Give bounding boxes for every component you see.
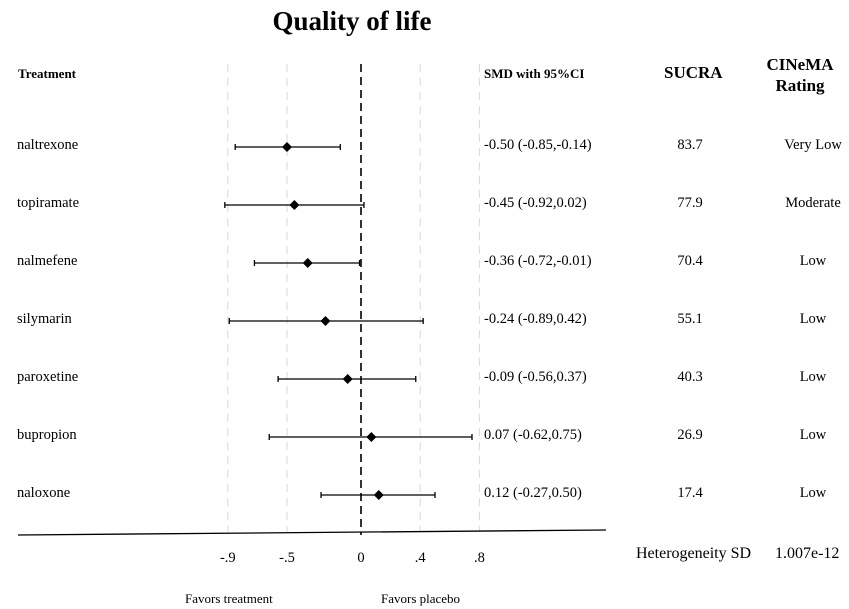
smd-value: 0.07 (-0.62,0.75) [484, 427, 582, 443]
sucra-value: 83.7 [677, 137, 703, 153]
smd-value: -0.50 (-0.85,-0.14) [484, 137, 592, 153]
x-tick-label: .4 [414, 550, 426, 566]
heterogeneity-value: 1.007e-12 [775, 545, 840, 562]
x-tick-label: .8 [473, 550, 485, 566]
cinema-rating: Low [799, 485, 827, 501]
chart-title: Quality of life [272, 6, 432, 36]
ci-row [277, 374, 417, 384]
treatment-name: silymarin [17, 311, 72, 327]
favors-placebo-label: Favors placebo [381, 591, 461, 606]
point-estimate-diamond [373, 490, 384, 500]
x-tick-label: -.5 [279, 550, 295, 566]
x-tick-label: 0 [357, 550, 365, 566]
sucra-value: 55.1 [677, 311, 703, 327]
smd-value: -0.24 (-0.89,0.42) [484, 311, 587, 327]
treatment-name: bupropion [17, 427, 77, 443]
point-estimate-diamond [302, 258, 313, 268]
point-estimate-diamond [366, 432, 377, 442]
treatment-name: topiramate [17, 195, 80, 211]
header-smd: SMD with 95%CI [484, 66, 585, 81]
heterogeneity-label: Heterogeneity SD [636, 545, 752, 562]
smd-value: -0.09 (-0.56,0.37) [484, 369, 587, 385]
ci-row [234, 142, 341, 152]
treatment-name: naltrexone [17, 137, 79, 153]
x-tick-label: -.9 [219, 550, 236, 566]
point-estimate-diamond [320, 316, 331, 326]
ci-row [253, 258, 361, 268]
axis-line [17, 529, 607, 536]
cinema-rating: Low [799, 311, 827, 327]
cinema-rating: Low [799, 427, 827, 443]
smd-value: 0.12 (-0.27,0.50) [484, 485, 582, 501]
cinema-rating: Low [799, 253, 827, 269]
ci-row [224, 200, 365, 210]
treatment-name: nalmefene [17, 253, 78, 269]
ci-row [228, 316, 424, 326]
treatment-name: naloxone [17, 485, 71, 501]
ci-row [320, 490, 436, 500]
gridlines [227, 64, 480, 532]
ci-row [268, 432, 473, 442]
treatment-name: paroxetine [17, 369, 79, 385]
cinema-rating: Very Low [784, 137, 842, 153]
sucra-value: 40.3 [677, 369, 703, 385]
smd-value: -0.36 (-0.72,-0.01) [484, 253, 592, 269]
point-estimate-diamond [289, 200, 300, 210]
sucra-value: 70.4 [677, 253, 703, 269]
sucra-value: 77.9 [677, 195, 703, 211]
header-sucra: SUCRA [664, 63, 723, 82]
confidence-intervals [224, 142, 473, 500]
header-cinema: CINeMA Rating [766, 55, 834, 95]
x-axis-line [17, 529, 607, 536]
sucra-value: 17.4 [677, 485, 703, 501]
point-estimate-diamond [282, 142, 292, 152]
favors-treatment-label: Favors treatment [185, 591, 273, 606]
header-treatment: Treatment [18, 66, 76, 81]
smd-value: -0.45 (-0.92,0.02) [484, 195, 587, 211]
cinema-rating: Moderate [785, 195, 841, 211]
cinema-rating: Low [799, 369, 827, 385]
point-estimate-diamond [342, 374, 353, 384]
sucra-value: 26.9 [677, 427, 703, 443]
